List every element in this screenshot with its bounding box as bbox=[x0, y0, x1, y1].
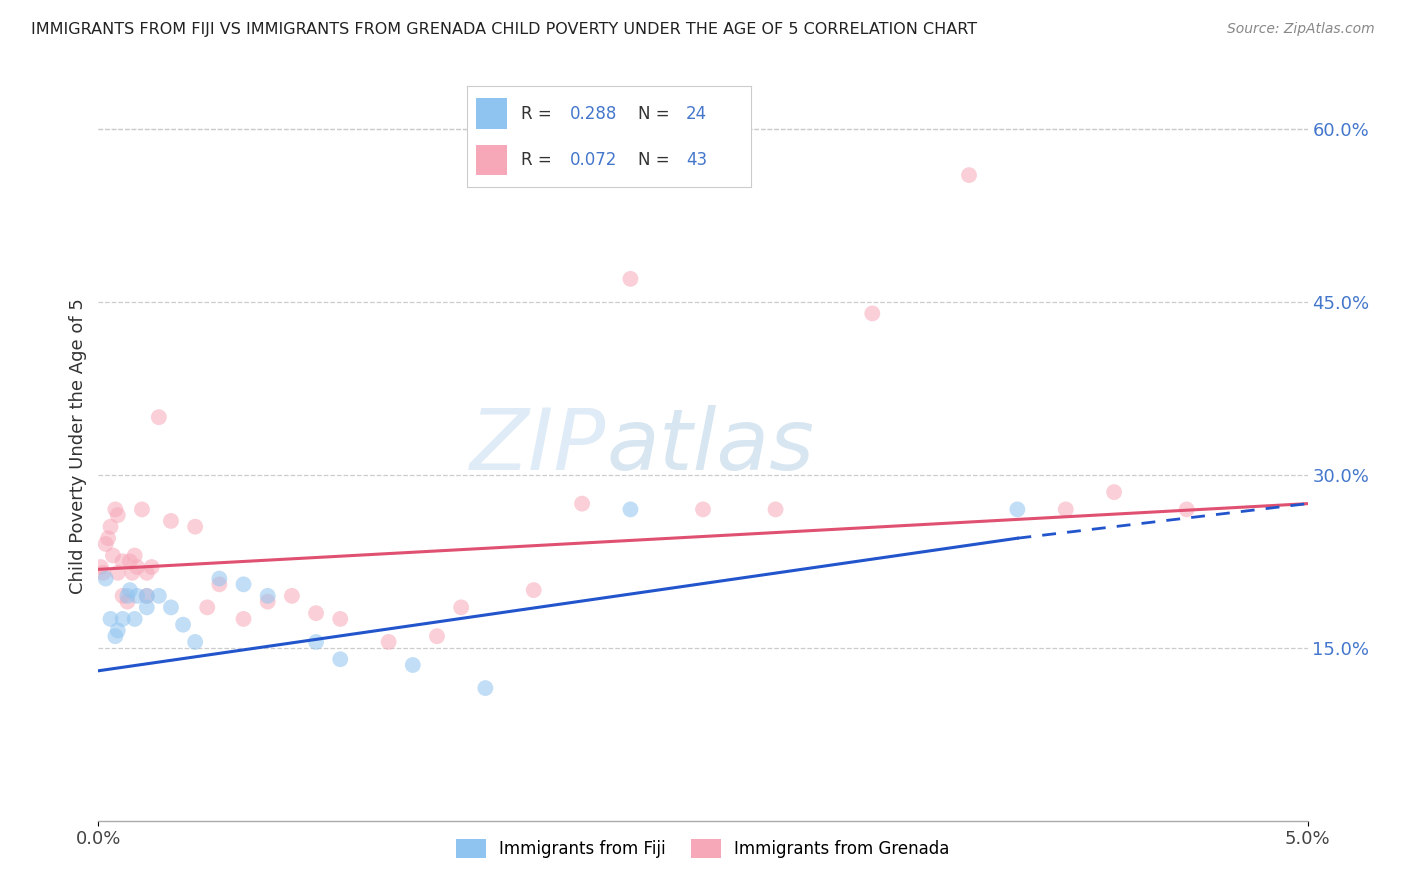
Point bbox=[1007, 502, 1029, 516]
Point bbox=[118, 554, 141, 568]
Point bbox=[124, 549, 146, 563]
Point bbox=[148, 410, 170, 425]
Point bbox=[619, 272, 641, 286]
Point bbox=[402, 658, 425, 673]
Point bbox=[377, 635, 399, 649]
Point bbox=[107, 624, 129, 638]
Text: Source: ZipAtlas.com: Source: ZipAtlas.com bbox=[1227, 22, 1375, 37]
Point bbox=[256, 589, 278, 603]
Point bbox=[329, 652, 352, 666]
Point bbox=[90, 560, 112, 574]
Point bbox=[172, 617, 194, 632]
Point bbox=[692, 502, 714, 516]
Point bbox=[281, 589, 304, 603]
Point bbox=[232, 577, 254, 591]
Point bbox=[141, 560, 163, 574]
Point bbox=[117, 594, 139, 608]
Point bbox=[135, 589, 157, 603]
Point bbox=[305, 606, 328, 620]
Legend: Immigrants from Fiji, Immigrants from Grenada: Immigrants from Fiji, Immigrants from Gr… bbox=[450, 833, 956, 864]
Point bbox=[101, 549, 124, 563]
Point bbox=[121, 566, 143, 580]
Point bbox=[94, 537, 117, 551]
Point bbox=[232, 612, 254, 626]
Point bbox=[160, 600, 183, 615]
Point bbox=[619, 502, 641, 516]
Point bbox=[91, 566, 114, 580]
Point bbox=[97, 531, 120, 545]
Point bbox=[184, 635, 207, 649]
Point bbox=[765, 502, 787, 516]
Point bbox=[474, 681, 496, 695]
Point bbox=[1175, 502, 1198, 516]
Point bbox=[94, 572, 117, 586]
Point bbox=[135, 589, 157, 603]
Text: IMMIGRANTS FROM FIJI VS IMMIGRANTS FROM GRENADA CHILD POVERTY UNDER THE AGE OF 5: IMMIGRANTS FROM FIJI VS IMMIGRANTS FROM … bbox=[31, 22, 977, 37]
Text: atlas: atlas bbox=[606, 404, 814, 488]
Point bbox=[111, 554, 134, 568]
Point bbox=[1054, 502, 1077, 516]
Point bbox=[256, 594, 278, 608]
Point bbox=[160, 514, 183, 528]
Point bbox=[208, 577, 231, 591]
Point bbox=[127, 560, 149, 574]
Point bbox=[571, 497, 593, 511]
Point bbox=[184, 519, 207, 533]
Point bbox=[1102, 485, 1125, 500]
Point bbox=[100, 519, 122, 533]
Point bbox=[135, 566, 157, 580]
Text: ZIP: ZIP bbox=[470, 404, 606, 488]
Point bbox=[104, 629, 127, 643]
Point bbox=[957, 168, 980, 182]
Point bbox=[107, 508, 129, 523]
Y-axis label: Child Poverty Under the Age of 5: Child Poverty Under the Age of 5 bbox=[69, 298, 87, 594]
Point bbox=[131, 502, 153, 516]
Point bbox=[305, 635, 328, 649]
Point bbox=[111, 612, 134, 626]
Point bbox=[118, 583, 141, 598]
Point bbox=[450, 600, 472, 615]
Point bbox=[117, 589, 139, 603]
Point bbox=[208, 572, 231, 586]
Point bbox=[100, 612, 122, 626]
Point bbox=[124, 612, 146, 626]
Point bbox=[523, 583, 546, 598]
Point bbox=[329, 612, 352, 626]
Point bbox=[860, 306, 883, 320]
Point bbox=[135, 600, 157, 615]
Point bbox=[111, 589, 134, 603]
Point bbox=[104, 502, 127, 516]
Point bbox=[127, 589, 149, 603]
Point bbox=[426, 629, 449, 643]
Point bbox=[148, 589, 170, 603]
Point bbox=[195, 600, 218, 615]
Point bbox=[107, 566, 129, 580]
